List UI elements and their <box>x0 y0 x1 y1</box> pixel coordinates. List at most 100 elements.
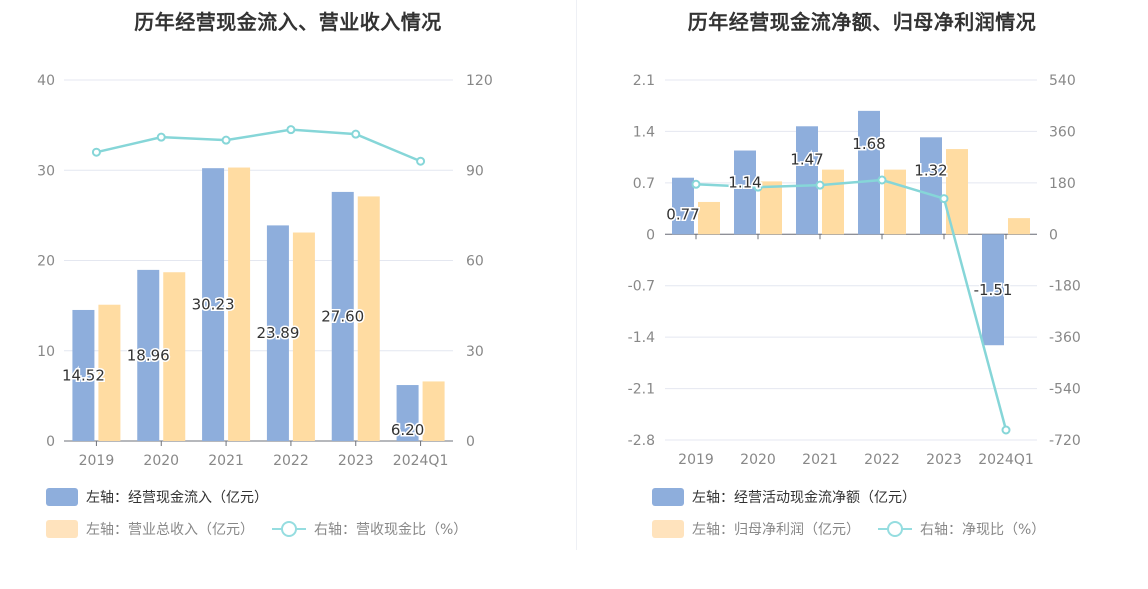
line-point <box>877 175 887 185</box>
y-tick-label-left: 20 <box>37 254 55 270</box>
bar-secondary <box>822 169 844 235</box>
bar-primary <box>982 234 1004 346</box>
legend-swatch-bar-primary <box>652 488 684 506</box>
bar-secondary <box>422 381 445 441</box>
line-point <box>416 156 426 166</box>
y-tick-label-right: 0 <box>1049 227 1058 243</box>
panel-divider <box>576 0 577 550</box>
line-point <box>1001 425 1011 435</box>
y-tick-label-left: 1.4 <box>633 124 655 140</box>
bar-secondary <box>698 201 720 235</box>
bar-secondary <box>1008 218 1030 235</box>
bar-primary <box>72 309 95 441</box>
x-tick-label: 2020 <box>143 453 179 469</box>
legend-row-2: 左轴：归母净利润（亿元） 右轴：净现比（%） <box>652 519 1045 539</box>
y-tick-label-right: -180 <box>1049 279 1081 295</box>
bar-secondary <box>163 272 186 441</box>
y-tick-label-left: -0.7 <box>628 279 655 295</box>
bar-data-label: 18.96 <box>127 346 170 364</box>
legend-line-marker-icon <box>878 520 912 538</box>
x-tick-label: 2024Q1 <box>393 453 449 469</box>
line-point <box>221 135 231 145</box>
bar-secondary <box>228 167 251 442</box>
y-tick-label-right: 0 <box>466 434 475 450</box>
bar-data-label: 1.14 <box>728 174 761 192</box>
y-tick-label-left: 0 <box>646 227 655 243</box>
legend-label: 左轴：营业总收入（亿元） <box>86 522 254 538</box>
chart-panel-right: 历年经营现金流净额、归母净利润情况 -2.8 -2.1 -1.4 -0.7 0 0.7 1.… <box>576 0 1148 589</box>
y-tick-label-right: 540 <box>1049 73 1076 89</box>
legend-row-2: 左轴：营业总收入（亿元） 右轴：营收现金比（%） <box>46 519 467 539</box>
x-tick-label: 2022 <box>273 453 309 469</box>
y-tick-label-right: 90 <box>466 163 484 179</box>
chart-panel-left: 历年经营现金流入、营业收入情况 0 10 20 30 40 0 30 60 90 120 2019 2… <box>37 10 493 539</box>
bar-data-label: 1.47 <box>790 150 823 168</box>
x-tick-label: 2021 <box>802 452 838 468</box>
bar-primary <box>396 385 419 441</box>
y-tick-label-right: 60 <box>466 254 484 270</box>
bar-data-label: 1.68 <box>852 135 885 153</box>
bar-data-label: -1.51 <box>974 281 1013 299</box>
x-tick-label: 2022 <box>864 452 900 468</box>
x-tick-label: 2021 <box>208 453 244 469</box>
bar-secondary <box>292 232 315 441</box>
legend-swatch-bar-secondary <box>46 520 78 538</box>
y-tick-label-right: -360 <box>1049 330 1081 346</box>
legend-label: 右轴：净现比（%） <box>920 522 1046 538</box>
line-point <box>939 194 949 204</box>
x-tick-label: 2024Q1 <box>978 452 1034 468</box>
y-tick-label-left: 0 <box>46 434 55 450</box>
y-tick-label-right: -540 <box>1049 382 1081 398</box>
chart-svg: -2.8 -2.1 -1.4 -0.7 0 0.7 1.4 2.1 -720 -540 -360 -1… <box>628 73 1081 468</box>
y-tick-label-left: 40 <box>37 73 55 89</box>
y-tick-label-right: 30 <box>466 344 484 360</box>
chart-title: 历年经营现金流净额、归母净利润情况 <box>687 10 1037 34</box>
chart-svg: 0 10 20 30 40 0 30 60 90 120 2019 2020 2021 2022 2023 2… <box>37 73 493 469</box>
bar-primary <box>137 269 160 441</box>
line-point <box>815 180 825 190</box>
bar-primary <box>920 137 942 235</box>
bar-secondary <box>884 169 906 235</box>
legend-row-1: 左轴：经营现金流入（亿元） <box>46 487 268 507</box>
line-point <box>351 129 361 139</box>
bar-secondary <box>98 304 121 441</box>
bar-primary <box>331 191 354 441</box>
y-tick-label-left: -1.4 <box>628 330 655 346</box>
bar-data-label: 27.60 <box>321 307 364 325</box>
x-tick-label: 2020 <box>740 452 776 468</box>
bar-secondary <box>946 149 968 235</box>
legend-swatch-bar-primary <box>46 488 78 506</box>
y-tick-label-left: 10 <box>37 344 55 360</box>
bar-data-label: 1.32 <box>914 161 947 179</box>
line-point <box>691 179 701 189</box>
y-tick-label-left: 0.7 <box>633 176 655 192</box>
line-point <box>286 125 296 135</box>
line-series <box>695 178 1008 431</box>
x-tick-label: 2023 <box>338 453 374 469</box>
line-point <box>91 147 101 157</box>
bar-primary <box>796 126 818 235</box>
y-tick-label-right: 180 <box>1049 176 1076 192</box>
y-tick-label-right: 360 <box>1049 124 1076 140</box>
x-tick-label: 2023 <box>926 452 962 468</box>
legend-label: 左轴：经营活动现金流净额（亿元） <box>692 490 916 506</box>
line-point <box>753 182 763 192</box>
x-tick-label: 2019 <box>678 452 714 468</box>
bar-data-label: 0.77 <box>666 206 699 224</box>
bar-data-label: 23.89 <box>256 324 299 342</box>
bar-data-label: 30.23 <box>192 296 235 314</box>
y-tick-label-left: 2.1 <box>633 73 655 89</box>
legend-line-marker-icon <box>272 520 306 538</box>
legend-swatch-bar-secondary <box>652 520 684 538</box>
y-tick-label-left: 30 <box>37 163 55 179</box>
bar-secondary <box>357 196 380 441</box>
x-tick-label: 2019 <box>79 453 115 469</box>
bar-data-label: 6.20 <box>391 421 424 439</box>
bar-data-label: 14.52 <box>62 366 105 384</box>
y-tick-label-right: -720 <box>1049 433 1081 449</box>
line-point <box>156 132 166 142</box>
chart-title: 历年经营现金流入、营业收入情况 <box>134 10 442 34</box>
legend-label: 右轴：营收现金比（%） <box>314 522 468 538</box>
legend-label: 左轴：归母净利润（亿元） <box>692 522 860 538</box>
bar-primary <box>202 168 225 441</box>
